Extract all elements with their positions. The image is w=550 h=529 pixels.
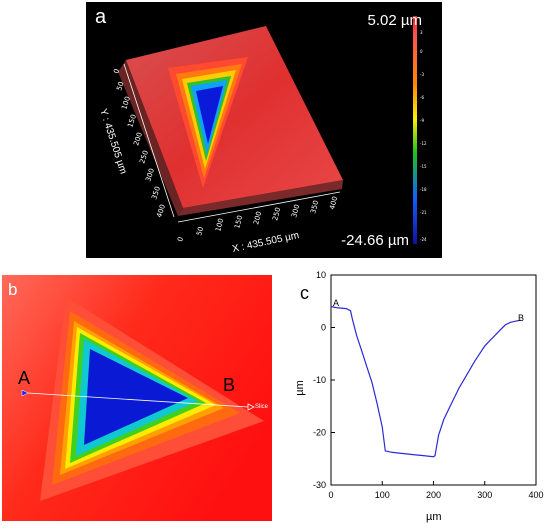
colorbar-tick: 0 (420, 49, 423, 54)
y-tick-50: 50 (115, 81, 125, 92)
colorbar-tick: -9 (420, 118, 424, 123)
colorbar-ticks: 3 0 -3 -6 -9 -12 -15 -18 -21 -24 (420, 30, 427, 242)
colorbar (413, 16, 417, 244)
surface-top (126, 26, 343, 208)
panel-a-3d-view: 0 50 100 150 200 250 300 350 400 0 50 10… (86, 2, 442, 258)
y-axis-line (123, 63, 175, 218)
panel-letter-b: b (8, 280, 18, 299)
y-tick-label: 0 (321, 323, 326, 333)
colorbar-tick: -12 (420, 141, 427, 146)
x-tick-200: 200 (252, 211, 263, 226)
x-tick-label: 300 (477, 490, 492, 500)
x-tick-150: 150 (233, 215, 244, 230)
colorbar-tick: -15 (420, 164, 427, 169)
x-tick-0: 0 (176, 236, 185, 242)
slice-line (27, 392, 249, 408)
profile-point-a-label: A (333, 298, 339, 308)
y-tick-250: 250 (138, 149, 150, 164)
y-tick-400: 400 (155, 203, 167, 218)
y-axis-title: µm (294, 380, 306, 396)
y-tick-0: 0 (112, 68, 121, 75)
panel-b-top-view: b A B Slice (2, 275, 272, 521)
y-tick-300: 300 (144, 167, 156, 182)
x-tick-300: 300 (290, 204, 301, 219)
colorbar-tick: -6 (420, 95, 424, 100)
y-tick-label: 10 (316, 270, 326, 280)
panel-letter-c: c (300, 283, 309, 303)
x-axis-label: X : 435.505 µm (231, 230, 300, 255)
colorbar-tick: -3 (420, 72, 424, 77)
tri-bottom (84, 349, 188, 445)
max-height-label: 5.02 µm (367, 12, 423, 29)
slice-end-marker (247, 403, 255, 411)
x-tick-label: 200 (426, 490, 441, 500)
point-b-label: B (223, 375, 236, 395)
x-axis-title: µm (426, 511, 442, 523)
y-tick-100: 100 (120, 95, 132, 110)
point-a-label: A (18, 368, 31, 388)
top-view-map (2, 275, 272, 521)
panel-letter-a: a (95, 6, 107, 28)
colorbar-tick: 3 (420, 30, 423, 35)
y-tick-200: 200 (132, 131, 144, 146)
surface-side-right (178, 180, 343, 216)
slice-start-marker (21, 389, 29, 397)
colorbar-tick: -18 (420, 187, 427, 192)
surface-side-left (118, 60, 183, 216)
y-tick-label: -10 (313, 375, 326, 385)
x-tick-400: 400 (328, 196, 339, 211)
y-tick-label: -20 (313, 428, 326, 438)
x-tick-label: 100 (375, 490, 390, 500)
x-tick-100: 100 (214, 218, 225, 233)
y-axis-label: Y : 435.505 µm (97, 108, 128, 176)
x-axis-line (177, 191, 341, 223)
surface-3d-plot: 0 50 100 150 200 250 300 350 400 0 50 10… (97, 16, 427, 255)
x-tick-350: 350 (309, 200, 320, 215)
min-height-label: -24.66 µm (341, 232, 409, 249)
x-tick-label: 400 (528, 490, 543, 500)
x-tick-label: 0 (328, 490, 333, 500)
y-axis-ticks: 0 50 100 150 200 250 300 350 400 (112, 68, 167, 219)
y-tick-350: 350 (150, 185, 162, 200)
colorbar-tick: -24 (420, 237, 427, 242)
panel-c-profile-chart: c 0 100 200 300 400 10 0 -10 -20 -30 A B µm µm (286, 270, 548, 525)
x-tick-50: 50 (195, 226, 205, 237)
profile-series-line (330, 305, 521, 458)
y-tick-label: -30 (313, 480, 326, 490)
plot-frame (330, 274, 537, 486)
slice-label: Slice (255, 404, 269, 410)
colorbar-tick: -21 (420, 210, 427, 215)
indent-bottom (196, 86, 223, 144)
y-tick-150: 150 (126, 113, 138, 128)
x-tick-250: 250 (271, 207, 282, 222)
profile-point-b-label: B (518, 313, 524, 323)
x-axis-ticks: 0 50 100 150 200 250 300 350 400 (176, 196, 339, 243)
